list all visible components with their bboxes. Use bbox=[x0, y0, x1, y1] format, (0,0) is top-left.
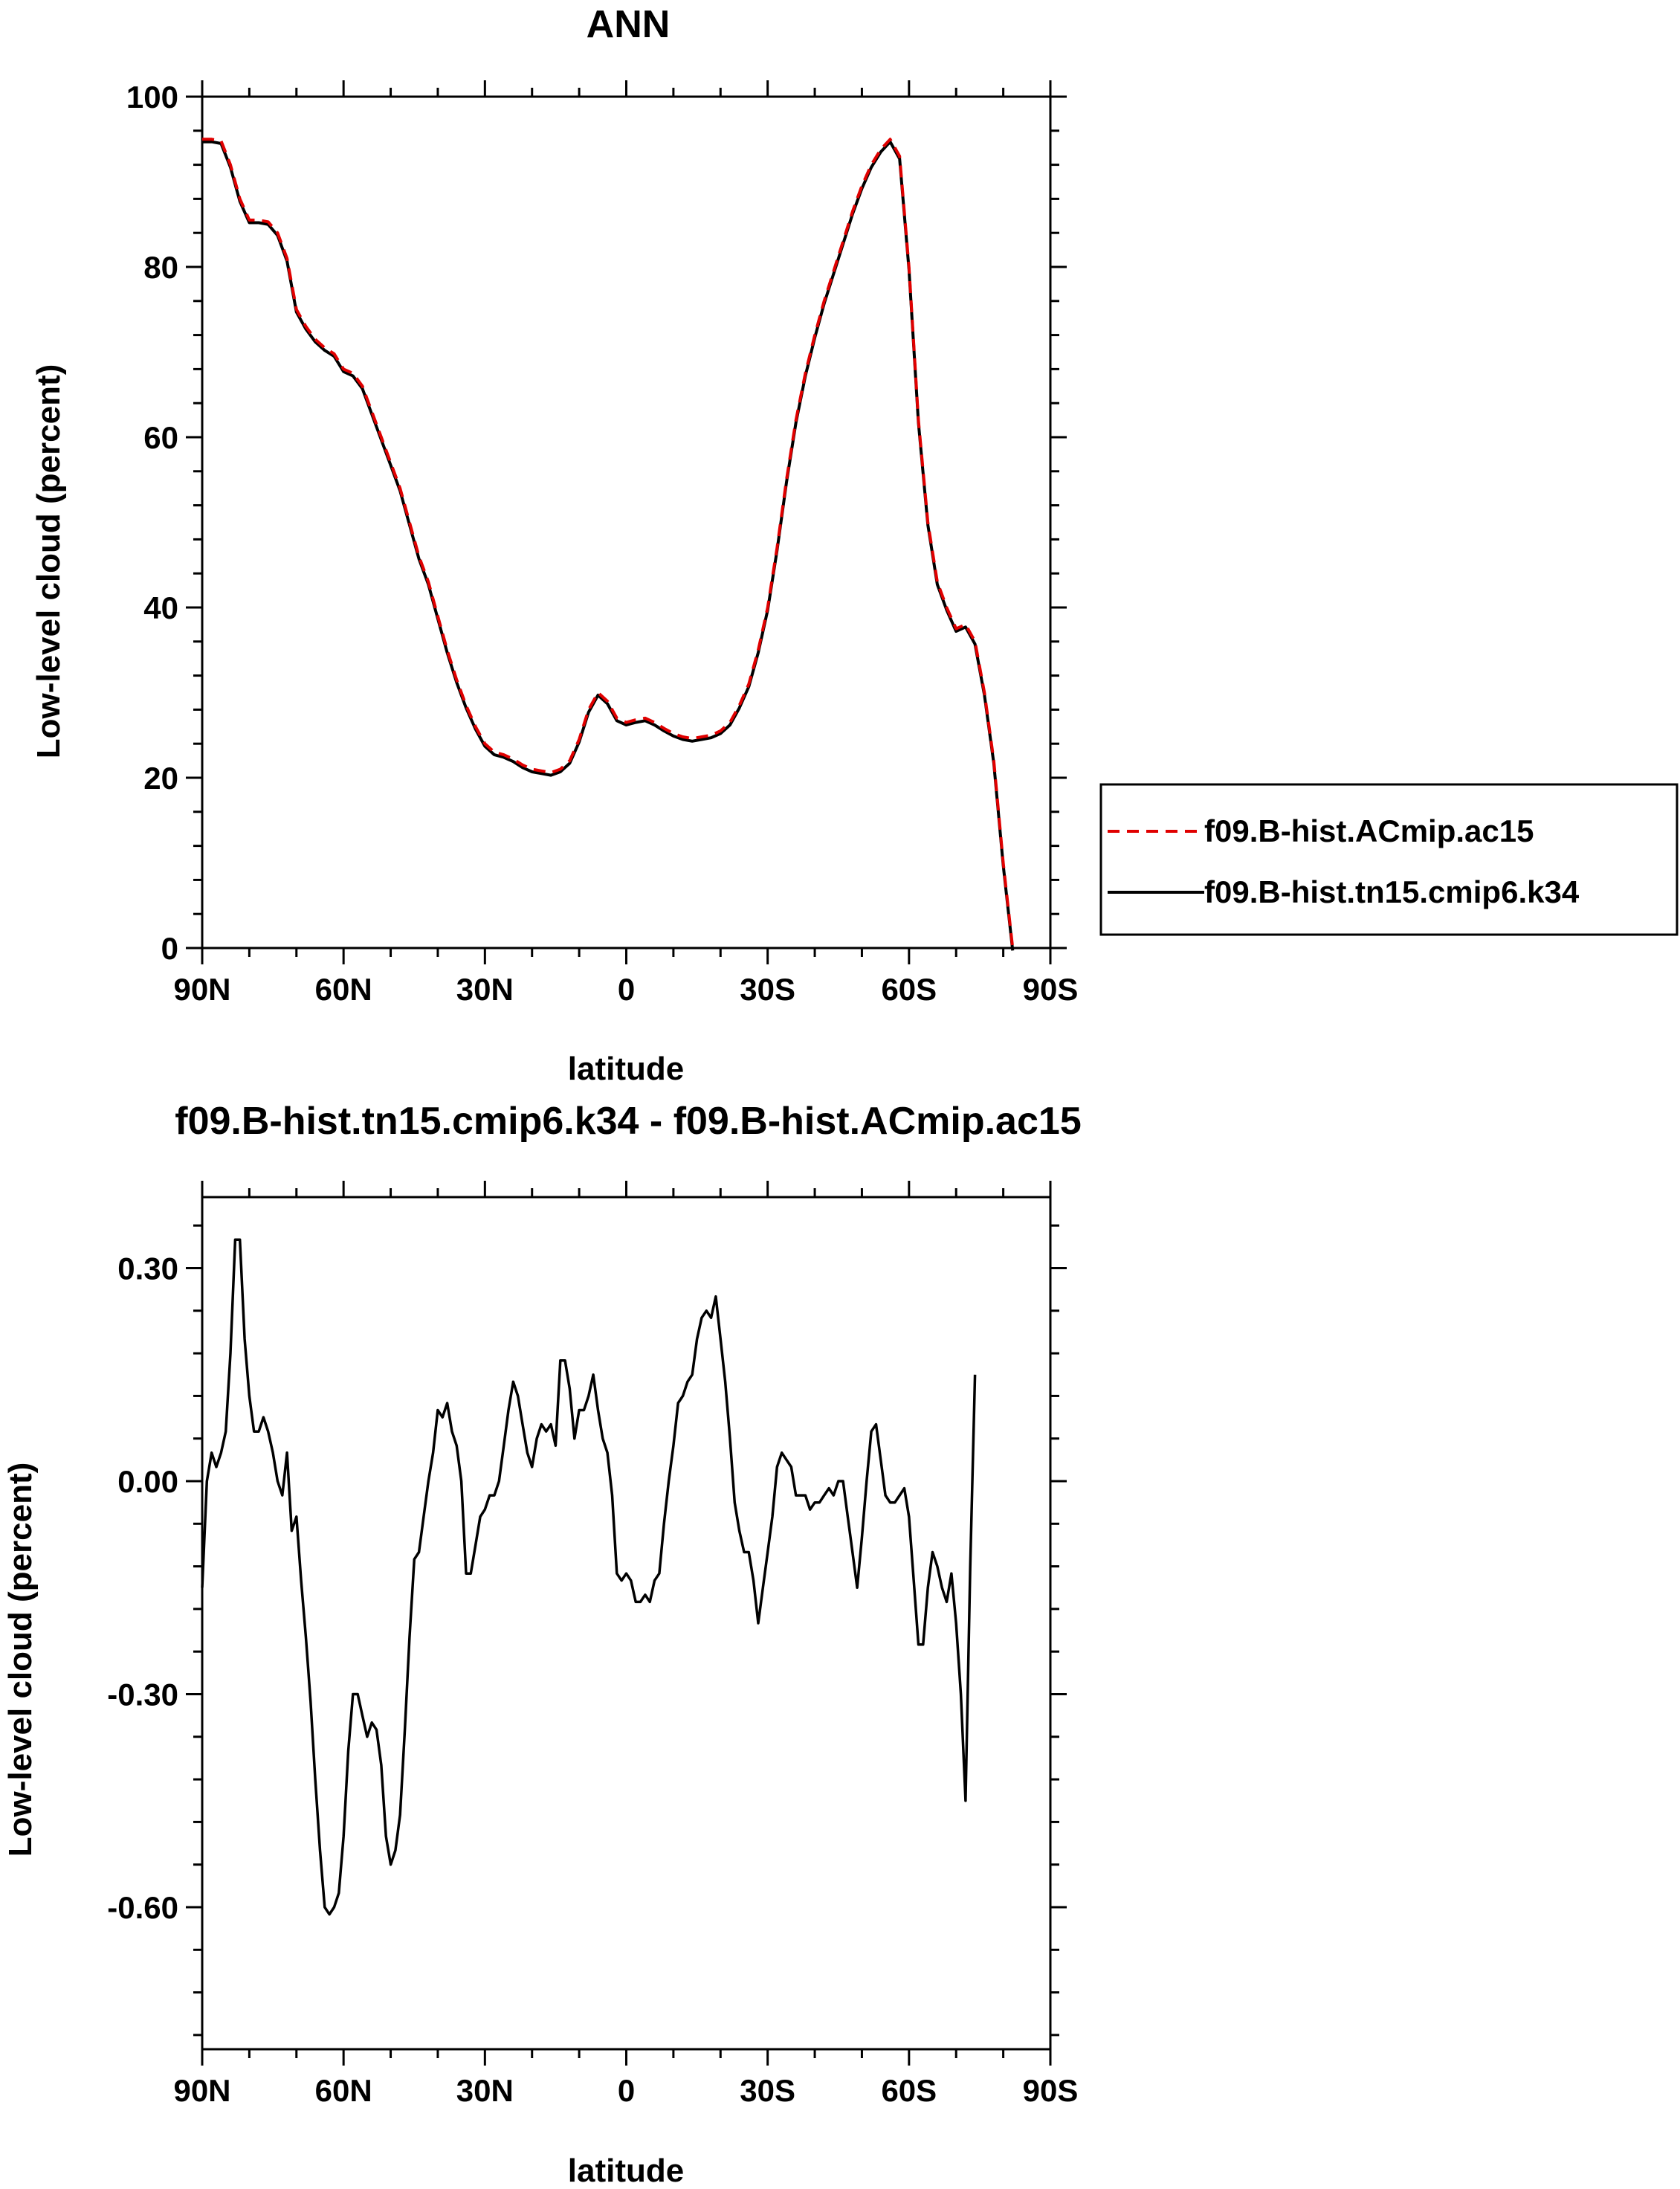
chart1-title: ANN bbox=[587, 3, 671, 46]
y-tick-label: 40 bbox=[143, 590, 178, 625]
x-tick-label: 60N bbox=[315, 972, 372, 1007]
y-tick-label: 20 bbox=[143, 761, 178, 796]
series-line-f09.B-hist.tn15.cmip6.k34 bbox=[202, 140, 1015, 951]
x-tick-label: 0 bbox=[618, 2073, 635, 2108]
chart-annual-mean: ANN 90N 60N 30N 0 30S 60S 90S 0 20 40 60 80 100 lati… bbox=[30, 3, 1679, 1087]
series-line-difference bbox=[201, 1238, 977, 1916]
chart1-ylabel: Low-level cloud (percent) bbox=[30, 364, 67, 759]
y-tick-label: 80 bbox=[143, 250, 178, 285]
x-tick-label: 60N bbox=[315, 2073, 372, 2108]
chart-difference: f09.B-hist.tn15.cmip6.k34 - f09.B-hist.A… bbox=[2, 1100, 1082, 2189]
x-tick-label: 30S bbox=[740, 972, 795, 1007]
chart1-plot-area: 90N 60N 30N 0 30S 60S 90S 0 20 40 60 80 100 bbox=[126, 80, 1078, 1007]
chart2-plot-area: 90N 60N 30N 0 30S 60S 90S -0.60 -0.30 0.00 0.30 bbox=[107, 1181, 1078, 2108]
y-tick-label: 0.00 bbox=[117, 1464, 178, 1499]
x-tick-label: 30N bbox=[456, 972, 514, 1007]
x-tick-label: 60S bbox=[881, 972, 937, 1007]
chart1-frame bbox=[201, 95, 1052, 950]
legend-box bbox=[1099, 783, 1679, 936]
x-tick-label: 90N bbox=[173, 2073, 230, 2108]
legend-label-series-2: f09.B-hist.tn15.cmip6.k34 bbox=[1204, 874, 1580, 909]
y-tick-label: -0.30 bbox=[107, 1677, 178, 1712]
chart1-legend: f09.B-hist.ACmip.ac15 f09.B-hist.tn15.cm… bbox=[1099, 783, 1679, 936]
x-tick-label: 30N bbox=[456, 2073, 514, 2108]
y-tick-label: 0.30 bbox=[117, 1251, 178, 1286]
y-tick-label: 60 bbox=[143, 420, 178, 455]
chart1-xlabel: latitude bbox=[568, 1051, 684, 1087]
x-tick-label: 90S bbox=[1023, 972, 1079, 1007]
chart2-ylabel: Low-level cloud (percent) bbox=[2, 1463, 39, 1857]
x-tick-label: 60S bbox=[881, 2073, 937, 2108]
x-tick-label: 0 bbox=[618, 972, 635, 1007]
x-tick-label: 90S bbox=[1023, 2073, 1079, 2108]
legend-label-series-1: f09.B-hist.ACmip.ac15 bbox=[1204, 813, 1534, 848]
x-tick-label: 30S bbox=[740, 2073, 795, 2108]
x-tick-label: 90N bbox=[173, 972, 230, 1007]
chart2-title: f09.B-hist.tn15.cmip6.k34 - f09.B-hist.A… bbox=[175, 1100, 1082, 1143]
y-tick-label: 100 bbox=[126, 80, 178, 115]
y-tick-label: -0.60 bbox=[107, 1890, 178, 1925]
y-tick-label: 0 bbox=[161, 931, 178, 966]
chart2-frame bbox=[201, 1196, 1052, 2051]
series-line-f09.B-hist.ACmip.ac15 bbox=[202, 138, 1015, 949]
chart2-xlabel: latitude bbox=[568, 2153, 684, 2189]
